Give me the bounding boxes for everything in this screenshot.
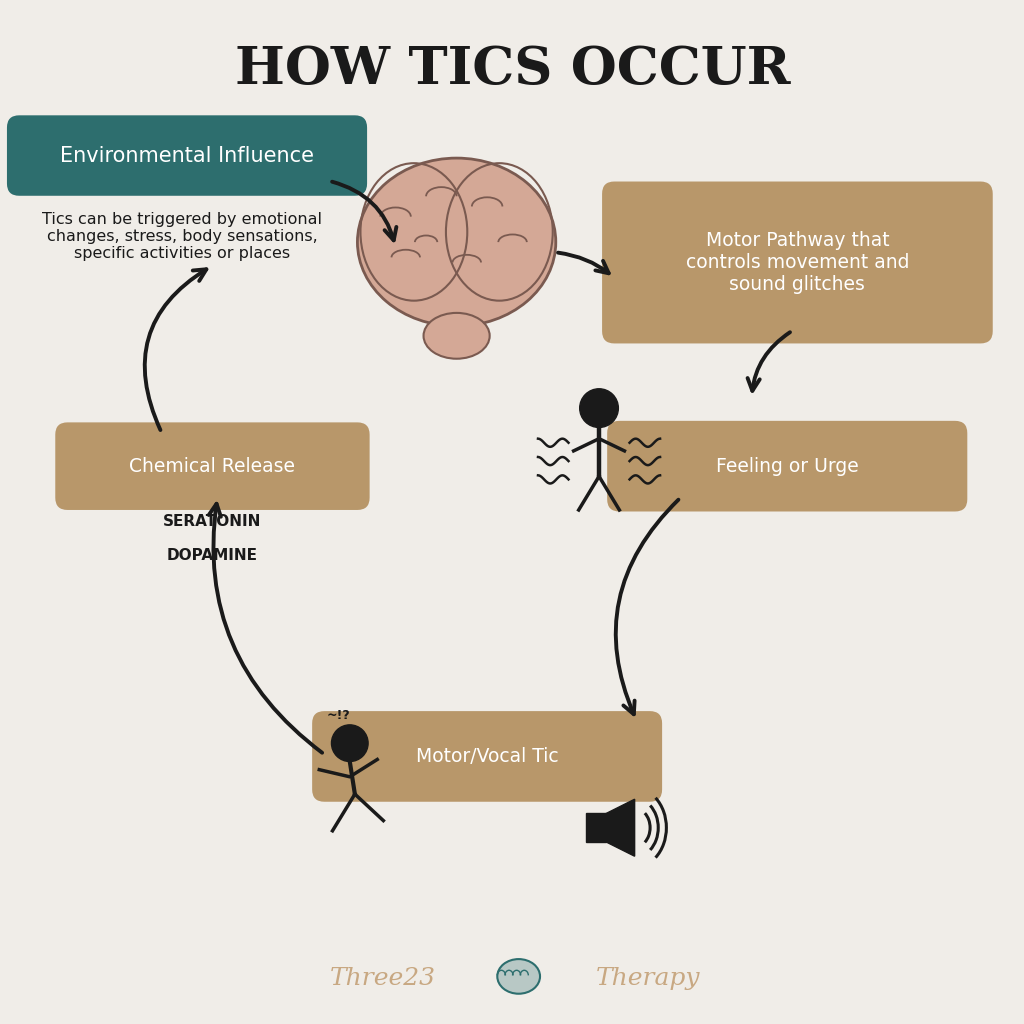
- FancyBboxPatch shape: [602, 181, 992, 343]
- Text: HOW TICS OCCUR: HOW TICS OCCUR: [234, 43, 791, 94]
- FancyBboxPatch shape: [55, 422, 370, 510]
- Ellipse shape: [498, 959, 540, 993]
- Text: Three23: Three23: [331, 967, 436, 990]
- Text: Chemical Release: Chemical Release: [129, 457, 296, 476]
- Text: Motor/Vocal Tic: Motor/Vocal Tic: [416, 746, 558, 766]
- Text: SERATONIN: SERATONIN: [163, 514, 262, 529]
- Text: Motor Pathway that
controls movement and
sound glitches: Motor Pathway that controls movement and…: [686, 231, 909, 294]
- Text: Therapy: Therapy: [596, 967, 700, 990]
- Ellipse shape: [424, 313, 489, 358]
- Text: DOPAMINE: DOPAMINE: [167, 548, 258, 562]
- Circle shape: [580, 389, 618, 427]
- Text: Feeling or Urge: Feeling or Urge: [716, 457, 858, 476]
- Text: ~!?: ~!?: [327, 709, 350, 722]
- FancyBboxPatch shape: [7, 116, 367, 196]
- Ellipse shape: [357, 158, 556, 326]
- Circle shape: [332, 725, 368, 762]
- Polygon shape: [606, 799, 635, 856]
- FancyBboxPatch shape: [607, 421, 968, 512]
- FancyBboxPatch shape: [312, 711, 663, 802]
- Text: Tics can be triggered by emotional
changes, stress, body sensations,
specific ac: Tics can be triggered by emotional chang…: [42, 212, 322, 261]
- Polygon shape: [586, 813, 606, 842]
- Text: Environmental Influence: Environmental Influence: [60, 145, 314, 166]
